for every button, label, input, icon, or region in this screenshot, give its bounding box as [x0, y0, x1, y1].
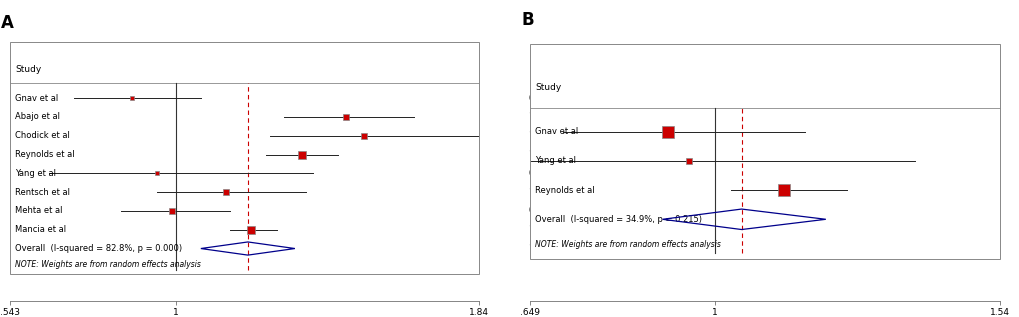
Text: %: %	[667, 47, 676, 56]
Text: NOTE: Weights are from random effects analysis: NOTE: Weights are from random effects an…	[535, 240, 720, 249]
Text: 5.55: 5.55	[657, 169, 676, 178]
Text: Yang et al: Yang et al	[15, 169, 56, 178]
Text: Gnav et al: Gnav et al	[15, 94, 58, 103]
Text: 11.95: 11.95	[652, 188, 676, 197]
Text: 11.31: 11.31	[652, 131, 676, 140]
Text: Mehta et al: Mehta et al	[15, 206, 62, 216]
Text: 14.27: 14.27	[652, 113, 676, 121]
Text: Abajo et al: Abajo et al	[15, 113, 60, 121]
Text: Overall  (I-squared = 82.8%, p = 0.000): Overall (I-squared = 82.8%, p = 0.000)	[15, 244, 181, 253]
Text: 13.10: 13.10	[652, 206, 676, 216]
Text: A: A	[1, 14, 13, 32]
Text: 16.11: 16.11	[652, 150, 676, 159]
Text: 1.47 (1.30, 1.66): 1.47 (1.30, 1.66)	[528, 113, 598, 121]
Text: B: B	[521, 11, 533, 29]
Text: Overall  (I-squared = 34.9%, p = 0.215): Overall (I-squared = 34.9%, p = 0.215)	[535, 215, 701, 224]
Text: 0.88 (0.72, 1.07): 0.88 (0.72, 1.07)	[528, 94, 598, 103]
Text: Reynolds et al: Reynolds et al	[535, 185, 594, 195]
Text: 10.96: 10.96	[652, 94, 676, 103]
Text: 1.35 (1.25, 1.45): 1.35 (1.25, 1.45)	[529, 150, 598, 159]
Text: 0.95 (0.65, 1.38): 0.95 (0.65, 1.38)	[529, 169, 598, 178]
Text: 0.99 (0.85, 1.15): 0.99 (0.85, 1.15)	[529, 206, 598, 216]
Text: Yang et al: Yang et al	[535, 156, 576, 165]
Text: Weight: Weight	[644, 66, 676, 74]
Text: 1.20 (1.07, 1.33): 1.20 (1.07, 1.33)	[529, 244, 598, 253]
Text: 1.14 (0.95, 1.36): 1.14 (0.95, 1.36)	[529, 188, 598, 197]
Text: 100.00: 100.00	[647, 244, 676, 253]
Text: 1.52 (1.26, 1.84): 1.52 (1.26, 1.84)	[529, 131, 598, 140]
Text: Rentsch et al: Rentsch et al	[15, 188, 70, 197]
Text: Mancia et al: Mancia et al	[15, 225, 66, 234]
Text: Study: Study	[535, 83, 560, 92]
Text: NOTE: Weights are from random effects analysis: NOTE: Weights are from random effects an…	[15, 260, 201, 269]
Text: OR (95% CI): OR (95% CI)	[536, 66, 591, 74]
Text: Reynolds et al: Reynolds et al	[15, 150, 74, 159]
Text: 16.76: 16.76	[652, 225, 676, 234]
Text: 1.21 (1.15, 1.28): 1.21 (1.15, 1.28)	[529, 225, 598, 234]
Text: Chodick et al: Chodick et al	[15, 131, 69, 140]
Text: Gnav et al: Gnav et al	[535, 127, 578, 136]
Text: Study: Study	[15, 66, 41, 74]
